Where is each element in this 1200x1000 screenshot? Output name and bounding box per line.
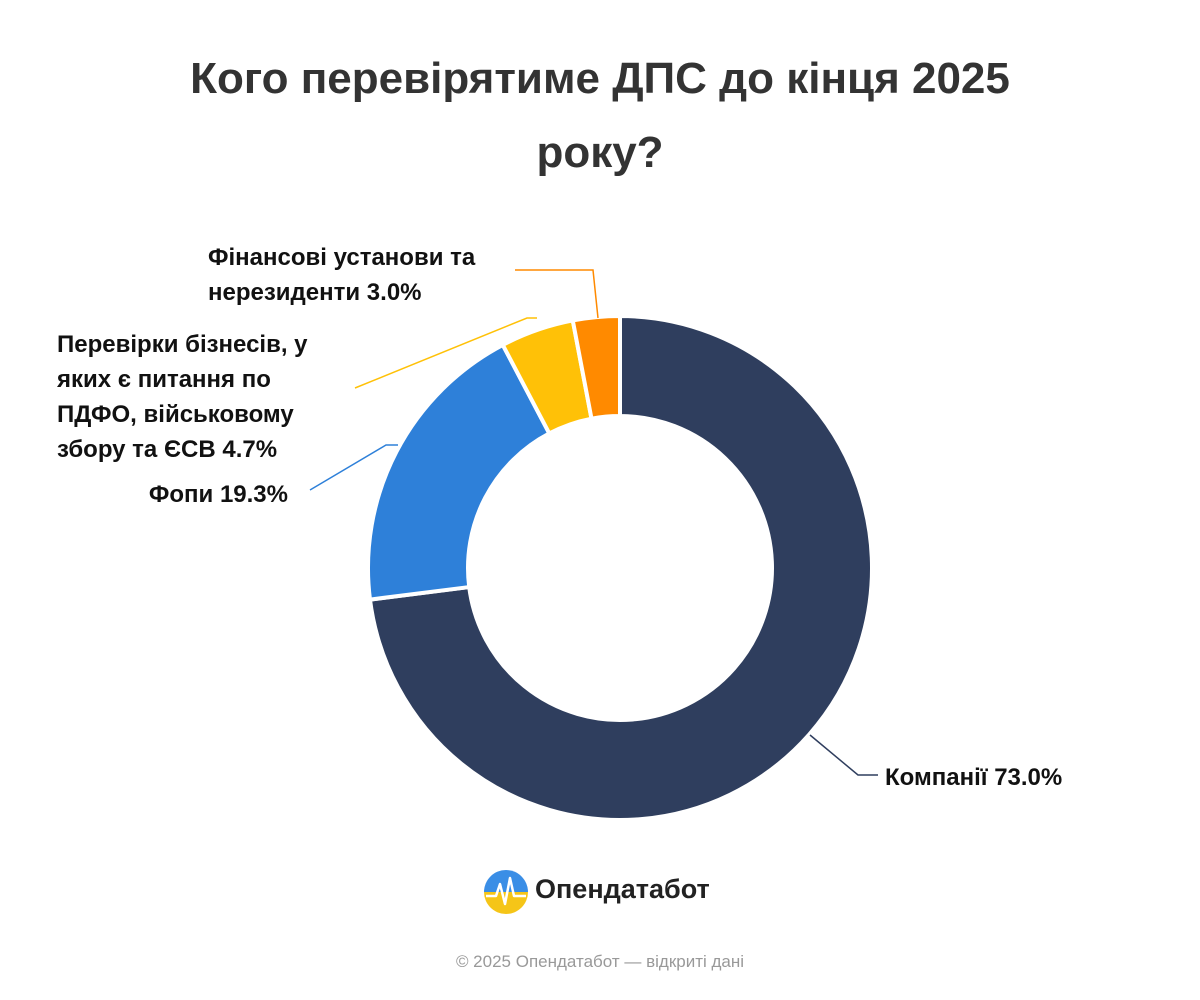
donut-slice [366,342,552,602]
brand: Опендатабот [535,874,710,904]
leader-line [309,444,398,491]
label-category: Компанії [885,764,988,791]
leader-line [515,269,599,319]
chart-title: Кого перевірятиме ДПС до кінця 2025 року… [190,54,1010,177]
label-category: Фопи [148,481,214,508]
label-value: 19.3% [219,481,288,508]
data-label: Перевірки бізнесів, у яких є питання по … [57,327,347,467]
data-label: Фопи 19.3% [88,477,288,512]
donut-slice [367,314,874,822]
label-category: Перевірки бізнесів, у яких є питання по … [57,331,308,463]
leader-line [354,317,537,389]
data-label: Компанії 73.0% [885,760,1145,795]
label-value: 73.0% [994,764,1063,791]
footer: © 2025 Опендатабот — відкриті дані [455,952,745,971]
leader-line [809,734,878,776]
label-value: 3.0% [366,279,422,306]
data-label: Фінансові установи та нерезиденти 3.0% [208,240,508,310]
donut-slice [570,314,622,421]
label-value: 4.7% [222,436,278,463]
logo-icon [484,870,528,914]
label-category: Фінансові установи та нерезиденти [208,244,476,306]
